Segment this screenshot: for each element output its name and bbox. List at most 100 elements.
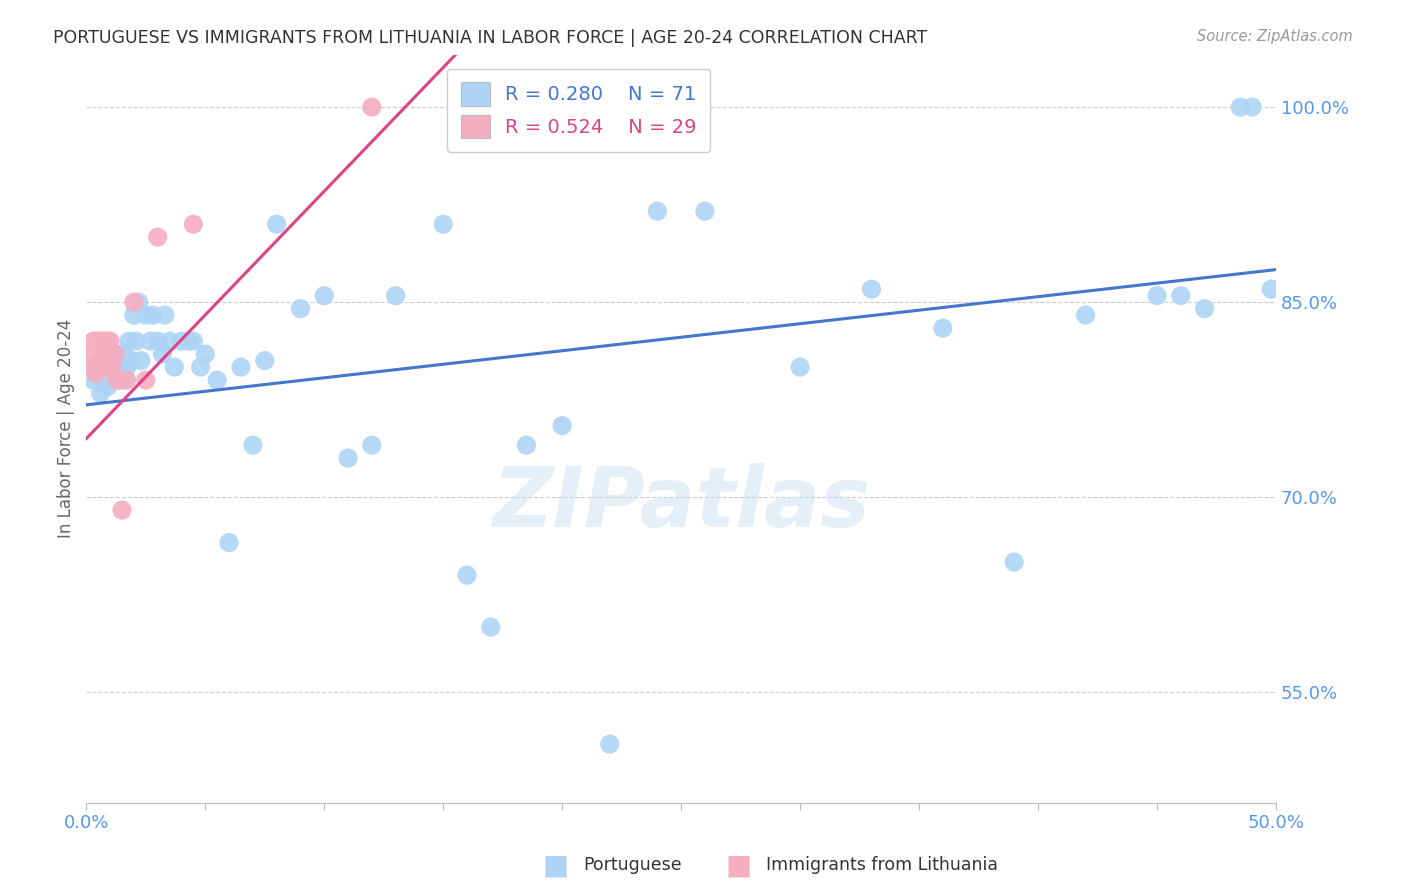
Point	[90, 353, 112, 368]
Point	[91, 347, 114, 361]
Point	[129, 353, 152, 368]
Point	[360, 438, 382, 452]
Point	[90, 360, 112, 375]
Point	[94, 334, 117, 348]
Point	[266, 217, 288, 231]
Point	[97, 334, 120, 348]
Text: ZIPatlas: ZIPatlas	[492, 463, 870, 544]
Point	[101, 360, 124, 375]
Point	[190, 360, 212, 375]
Point	[82, 373, 104, 387]
Point	[1229, 100, 1251, 114]
Point	[104, 347, 127, 361]
Point	[135, 308, 157, 322]
Point	[97, 347, 120, 361]
Point	[91, 347, 114, 361]
Point	[91, 360, 114, 375]
Point	[98, 360, 121, 375]
Point	[98, 353, 121, 368]
Point	[121, 353, 143, 368]
Legend: R = 0.280    N = 71, R = 0.524    N = 29: R = 0.280 N = 71, R = 0.524 N = 29	[447, 69, 710, 152]
Point	[152, 347, 174, 361]
Point	[159, 334, 181, 348]
Text: Immigrants from Lithuania: Immigrants from Lithuania	[766, 856, 998, 874]
Point	[183, 217, 205, 231]
Point	[1170, 288, 1192, 302]
Point	[314, 288, 336, 302]
Point	[111, 503, 134, 517]
Point	[146, 230, 169, 244]
Point	[1002, 555, 1025, 569]
Point	[360, 100, 382, 114]
Point	[599, 737, 621, 751]
Point	[80, 347, 103, 361]
Point	[693, 204, 716, 219]
Point	[253, 353, 276, 368]
Point	[218, 535, 240, 549]
Point	[1194, 301, 1216, 316]
Point	[789, 360, 811, 375]
Point	[515, 438, 537, 452]
Point	[108, 373, 131, 387]
Point	[551, 418, 574, 433]
Point	[153, 308, 176, 322]
Point	[87, 367, 110, 381]
Point	[97, 360, 120, 375]
Point	[337, 451, 360, 466]
Point	[97, 379, 120, 393]
Point	[384, 288, 406, 302]
Point	[135, 373, 157, 387]
Point	[105, 360, 128, 375]
Point	[128, 295, 150, 310]
Point	[146, 334, 169, 348]
Point	[932, 321, 955, 335]
Point	[860, 282, 883, 296]
Point	[91, 334, 114, 348]
Text: Source: ZipAtlas.com: Source: ZipAtlas.com	[1197, 29, 1353, 44]
Point	[82, 334, 104, 348]
Point	[94, 367, 117, 381]
Point	[229, 360, 252, 375]
Point	[125, 334, 148, 348]
Point	[90, 334, 112, 348]
Point	[183, 334, 205, 348]
Point	[177, 334, 200, 348]
Point	[115, 360, 138, 375]
Point	[94, 353, 117, 368]
Point	[105, 373, 128, 387]
Point	[87, 334, 110, 348]
Point	[98, 334, 121, 348]
Text: PORTUGUESE VS IMMIGRANTS FROM LITHUANIA IN LABOR FORCE | AGE 20-24 CORRELATION C: PORTUGUESE VS IMMIGRANTS FROM LITHUANIA …	[53, 29, 928, 46]
Point	[90, 386, 112, 401]
Point	[84, 360, 107, 375]
Point	[94, 347, 117, 361]
Point	[479, 620, 502, 634]
Point	[1241, 100, 1264, 114]
Point	[97, 360, 120, 375]
Point	[142, 308, 165, 322]
Point	[104, 347, 127, 361]
Point	[242, 438, 264, 452]
Point	[163, 360, 186, 375]
Point	[112, 373, 135, 387]
Point	[82, 360, 104, 375]
Point	[139, 334, 162, 348]
Point	[456, 568, 478, 582]
Point	[84, 367, 107, 381]
Point	[1260, 282, 1282, 296]
Point	[118, 334, 141, 348]
Point	[104, 373, 127, 387]
Point	[115, 373, 138, 387]
Text: ■: ■	[543, 851, 568, 880]
Point	[432, 217, 454, 231]
Point	[91, 360, 114, 375]
Text: ■: ■	[725, 851, 751, 880]
Point	[87, 360, 110, 375]
Point	[647, 204, 669, 219]
Point	[101, 360, 124, 375]
Point	[205, 373, 228, 387]
Point	[111, 347, 134, 361]
Text: Portuguese: Portuguese	[583, 856, 682, 874]
Y-axis label: In Labor Force | Age 20-24: In Labor Force | Age 20-24	[58, 319, 75, 539]
Point	[194, 347, 217, 361]
